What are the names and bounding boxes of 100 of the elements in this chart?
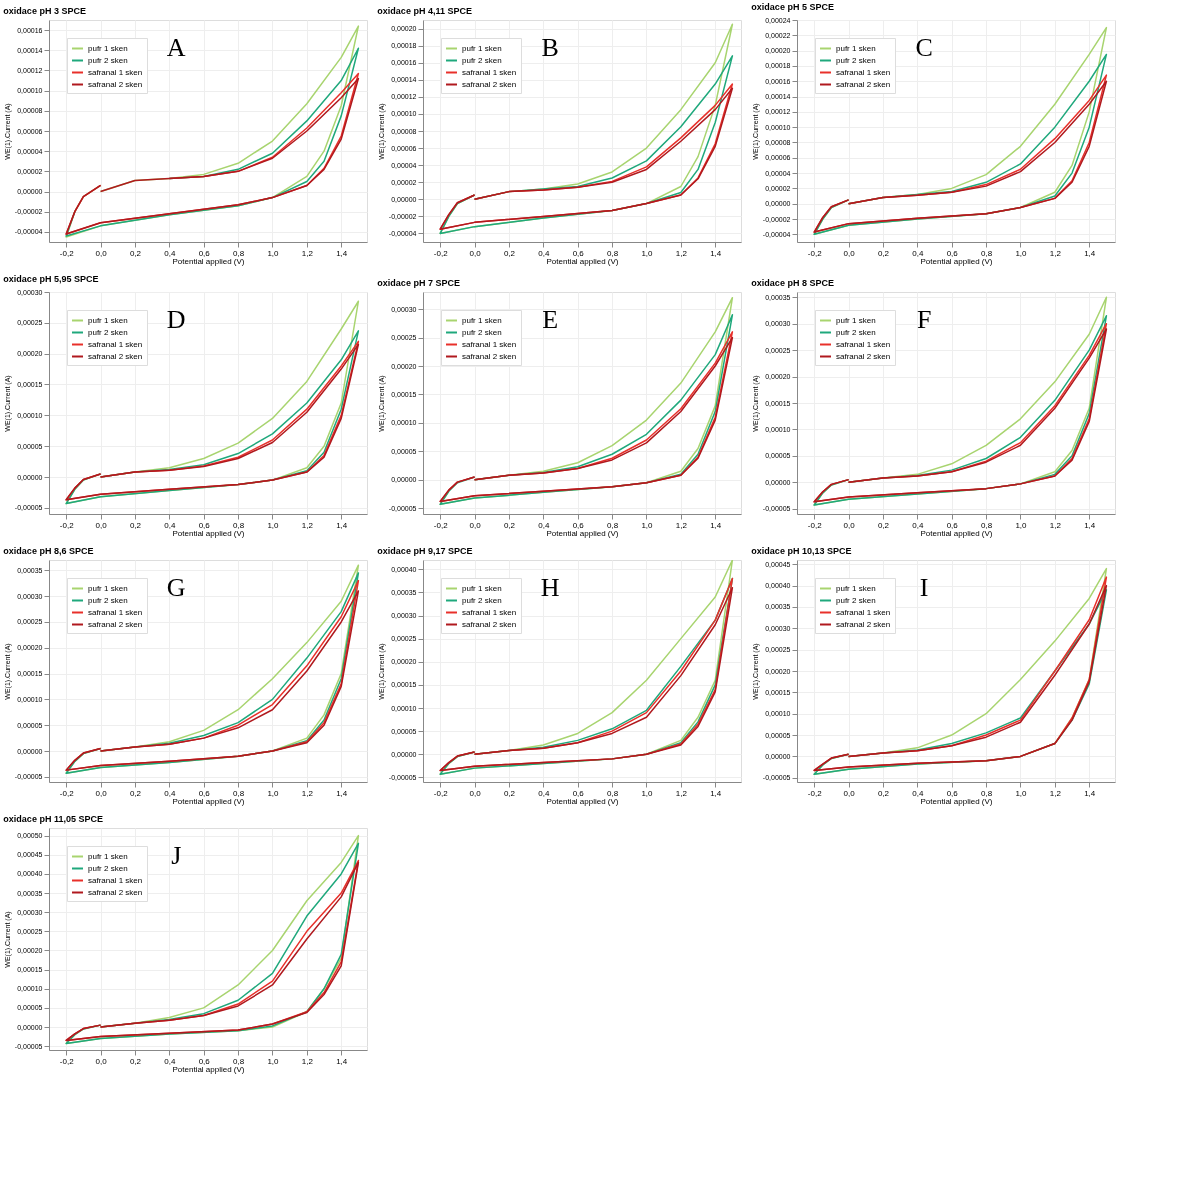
annotation: A xyxy=(166,33,186,62)
x-tick-label: 0,8 xyxy=(607,248,619,258)
x-axis-title: Potential applied (V) xyxy=(172,528,245,538)
annotation: H xyxy=(540,573,560,602)
chart-title: oxidace pH 4,11 SPCE xyxy=(377,6,472,16)
x-tick-label: 0,6 xyxy=(198,520,211,530)
x-tick-label: 1,2 xyxy=(301,520,314,530)
legend-label: pufr 1 sken xyxy=(462,43,502,53)
annotation: D xyxy=(166,305,186,334)
x-tick-label: 1,0 xyxy=(641,248,654,258)
x-tick-label: 0,4 xyxy=(164,520,176,530)
x-tick-label: 1,2 xyxy=(675,248,688,258)
x-tick-label: 0,8 xyxy=(233,1056,245,1066)
legend-label: safranal 1 sken xyxy=(462,67,517,77)
legend-label: safranal 2 sken xyxy=(88,619,143,629)
x-tick-label: 1,0 xyxy=(1015,788,1028,798)
x-tick-label: 0,8 xyxy=(607,520,619,530)
x-tick-label: 1,2 xyxy=(301,248,314,258)
x-tick-label: 0,6 xyxy=(946,520,959,530)
chart-title: oxidace pH 9,17 SPCE xyxy=(377,546,473,556)
x-tick-label: 0,2 xyxy=(503,788,516,798)
x-tick-label: -0,2 xyxy=(59,1056,75,1066)
x-tick-label: 1,2 xyxy=(301,788,314,798)
x-axis-title: Potential applied (V) xyxy=(172,796,245,806)
x-axis-title: Potential applied (V) xyxy=(546,528,619,538)
x-tick-label: 1,4 xyxy=(336,788,348,798)
chart-title: oxidace pH 5 SPCE xyxy=(751,2,834,12)
legend-label: safranal 2 sken xyxy=(462,351,517,361)
x-tick-label: 1,2 xyxy=(301,1056,314,1066)
x-tick-label: 1,0 xyxy=(267,248,280,258)
x-tick-label: 0,6 xyxy=(572,248,585,258)
legend-label: safranal 2 sken xyxy=(88,887,143,897)
x-tick-label: 0,8 xyxy=(233,248,245,258)
x-axis-title: Potential applied (V) xyxy=(546,796,619,806)
legend-label: safranal 1 sken xyxy=(836,607,891,617)
x-tick-label: 1,0 xyxy=(267,1056,280,1066)
annotation: B xyxy=(541,33,559,62)
x-tick-label: -0,2 xyxy=(433,248,449,258)
annotation: C xyxy=(915,33,933,62)
x-tick-label: 0,2 xyxy=(129,248,142,258)
legend-label: safranal 2 sken xyxy=(836,79,891,89)
x-tick-label: 1,0 xyxy=(267,520,280,530)
legend-label: pufr 2 sken xyxy=(88,55,128,65)
x-tick-label: 0,0 xyxy=(469,520,482,530)
x-tick-label: 0,2 xyxy=(503,248,516,258)
x-tick-label: -0,2 xyxy=(433,520,449,530)
x-tick-label: 0,6 xyxy=(198,788,211,798)
x-tick-label: 1,4 xyxy=(1084,788,1096,798)
x-tick-label: 0,0 xyxy=(95,1056,108,1066)
chart-title: oxidace pH 5,95 SPCE xyxy=(3,274,99,284)
x-tick-label: 1,4 xyxy=(710,788,722,798)
x-tick-label: 0,0 xyxy=(469,788,482,798)
x-tick-label: 0,6 xyxy=(572,788,585,798)
x-tick-label: 0,8 xyxy=(233,520,245,530)
legend-label: pufr 1 sken xyxy=(836,583,876,593)
chart-title: oxidace pH 8 SPCE xyxy=(751,278,834,288)
legend-label: pufr 1 sken xyxy=(836,43,876,53)
x-tick-label: 1,4 xyxy=(710,248,722,258)
x-tick-label: -0,2 xyxy=(59,788,75,798)
x-tick-label: 0,2 xyxy=(503,520,516,530)
legend-label: pufr 1 sken xyxy=(462,315,502,325)
x-tick-label: -0,2 xyxy=(433,788,449,798)
x-tick-label: -0,2 xyxy=(59,248,75,258)
legend-label: pufr 2 sken xyxy=(88,327,128,337)
legend-label: safranal 1 sken xyxy=(88,875,143,885)
annotation: J xyxy=(171,841,182,870)
x-axis-title: Potential applied (V) xyxy=(172,256,245,266)
x-tick-label: 1,0 xyxy=(267,788,280,798)
x-tick-label: 1,0 xyxy=(1015,248,1028,258)
legend-label: pufr 1 sken xyxy=(88,851,128,861)
x-tick-label: 1,0 xyxy=(641,788,654,798)
legend-label: pufr 2 sken xyxy=(462,595,502,605)
x-tick-label: 1,4 xyxy=(710,520,722,530)
x-tick-label: 1,0 xyxy=(641,520,654,530)
chart-title: oxidace pH 3 SPCE xyxy=(3,6,86,16)
x-tick-label: -0,2 xyxy=(807,248,823,258)
x-tick-label: 0,4 xyxy=(912,788,924,798)
chart-title: oxidace pH 8,6 SPCE xyxy=(3,546,94,556)
x-tick-label: 0,2 xyxy=(877,248,890,258)
legend-label: pufr 2 sken xyxy=(462,327,502,337)
x-tick-label: 0,4 xyxy=(538,788,550,798)
x-tick-label: 0,2 xyxy=(877,520,890,530)
legend-label: pufr 1 sken xyxy=(836,315,876,325)
x-tick-label: 0,8 xyxy=(981,248,993,258)
x-tick-label: 1,2 xyxy=(675,788,688,798)
x-tick-label: 0,2 xyxy=(129,1056,142,1066)
annotation: I xyxy=(919,573,929,602)
legend-label: safranal 1 sken xyxy=(88,67,143,77)
x-tick-label: 1,4 xyxy=(336,1056,348,1066)
x-tick-label: 0,0 xyxy=(843,520,856,530)
legend-label: safranal 1 sken xyxy=(836,339,891,349)
x-tick-label: -0,2 xyxy=(59,520,75,530)
annotation: G xyxy=(166,573,186,602)
x-tick-label: 0,2 xyxy=(129,788,142,798)
legend-label: safranal 2 sken xyxy=(836,351,891,361)
x-tick-label: 0,0 xyxy=(95,788,108,798)
x-tick-label: 0,0 xyxy=(95,248,108,258)
legend-label: safranal 2 sken xyxy=(462,619,517,629)
legend-label: pufr 2 sken xyxy=(836,55,876,65)
x-tick-label: 0,4 xyxy=(164,788,176,798)
